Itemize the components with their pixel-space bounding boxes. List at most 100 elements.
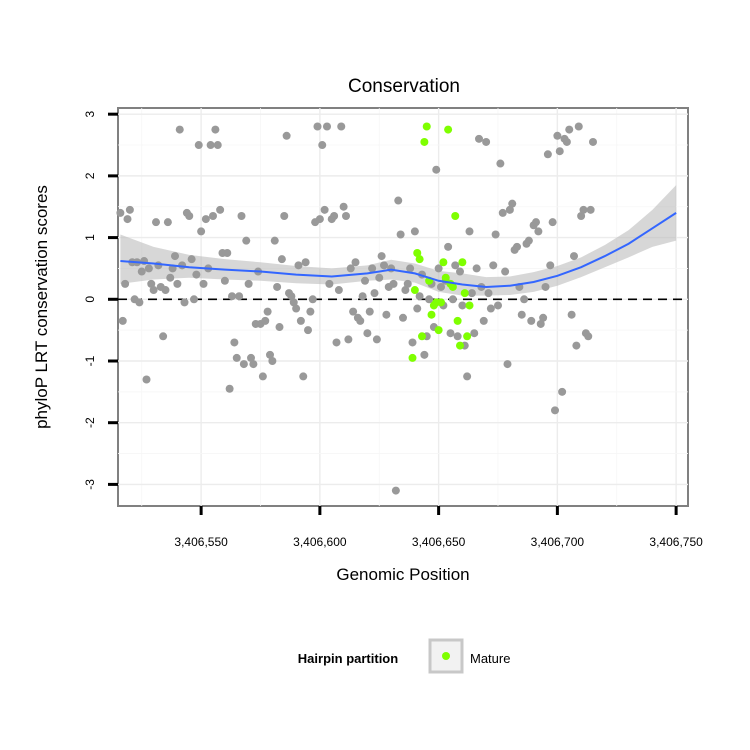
scatter-point [351, 258, 360, 267]
x-tick-label: 3,406,750 [649, 535, 703, 549]
scatter-point [330, 211, 339, 220]
scatter-point [434, 264, 443, 273]
legend-key-mature [442, 652, 450, 660]
scatter-point [334, 286, 343, 295]
scatter-point [570, 252, 578, 261]
scatter-point [116, 208, 125, 217]
scatter-point [190, 295, 198, 304]
scatter-point [391, 486, 400, 495]
scatter-point [579, 205, 588, 214]
scatter-point [361, 276, 369, 285]
scatter-point [237, 211, 246, 220]
scatter-point [425, 295, 434, 304]
scatter-point [415, 292, 424, 301]
y-tick-label: 0 [83, 296, 97, 303]
scatter-point [555, 147, 564, 156]
scatter-point-mature [456, 341, 464, 350]
scatter-point [332, 338, 341, 347]
y-tick-label: -2 [83, 417, 97, 428]
scatter-point [446, 329, 455, 338]
scatter-point [484, 289, 493, 298]
smooth-fit-path [120, 212, 677, 288]
scatter-point [548, 218, 557, 227]
scatter-point [389, 279, 398, 288]
scatter-point [147, 279, 156, 288]
scatter-point [363, 329, 372, 338]
scatter-point [301, 258, 310, 267]
scatter-point [432, 165, 441, 174]
scatter-point [339, 202, 348, 211]
scatter-point [456, 267, 464, 276]
x-tick-label: 3,406,650 [412, 535, 466, 549]
scatter-point [232, 353, 241, 362]
scatter-point [470, 329, 479, 338]
scatter-point-mature [418, 332, 426, 341]
scatter-point [448, 295, 457, 304]
scatter-point [489, 261, 498, 270]
scatter-point [408, 338, 417, 347]
scatter-point [567, 310, 576, 319]
scatter-point [325, 279, 334, 288]
scatter-point [558, 387, 567, 396]
scatter-point-mature [420, 137, 429, 146]
scatter-point [163, 218, 172, 227]
scatter-point [513, 242, 521, 251]
y-tick-label: 2 [83, 172, 97, 179]
scatter-point [220, 276, 229, 285]
x-tick-label: 3,406,600 [293, 535, 347, 549]
scatter-point [292, 304, 301, 313]
scatter-point-mature [458, 258, 467, 267]
scatter-point [161, 286, 170, 295]
scatter-point [277, 255, 286, 264]
scatter-point [387, 264, 396, 273]
scatter-point [494, 301, 502, 310]
scatter-point [344, 335, 353, 344]
scatter-point [273, 282, 282, 291]
scatter-point [323, 122, 331, 131]
scatter-point [479, 316, 488, 325]
scatter-point-mature [448, 282, 457, 291]
scatter-point [135, 298, 144, 307]
scatter-point [524, 236, 533, 245]
scatter-point [171, 252, 179, 261]
scatter-point [216, 205, 225, 214]
scatter-point [586, 205, 595, 214]
smooth-fit-line [120, 212, 677, 288]
chart-title: Conservation [348, 76, 460, 97]
scatter-point [173, 279, 182, 288]
scatter-point [532, 218, 540, 227]
x-tick-label: 3,406,700 [531, 535, 585, 549]
scatter-point-mature [415, 255, 424, 264]
scatter-point-mature [463, 332, 472, 341]
scatter-point [306, 307, 315, 316]
scatter-point [194, 141, 203, 150]
scatter-point [365, 307, 374, 316]
scatter-point [505, 205, 514, 214]
y-tick-label: -3 [83, 479, 97, 490]
x-axis: 3,406,550 3,406,600 3,406,650 3,406,700 3,40… [174, 506, 703, 549]
scatter-point [491, 230, 500, 239]
scatter-point [482, 137, 491, 146]
scatter-point [410, 227, 419, 236]
scatter-point [475, 134, 483, 143]
scatter-point [342, 211, 350, 220]
legend-label-mature: Mature [470, 651, 510, 666]
scatter-point [437, 282, 445, 291]
scatter-point [235, 292, 244, 301]
scatter-point [453, 332, 462, 341]
scatter-point [242, 236, 251, 245]
scatter-point [372, 335, 381, 344]
scatter-point [287, 292, 296, 301]
scatter-point [185, 211, 194, 220]
legend: Hairpin partition Mature [298, 638, 510, 674]
scatter-point [396, 230, 405, 239]
scatter-point-mature [460, 289, 469, 298]
scatter-point [118, 316, 127, 325]
scatter-point-mature [439, 258, 448, 267]
scatter-point [266, 350, 274, 359]
scatter-point [268, 356, 277, 365]
scatter-point [249, 360, 258, 369]
y-tick-label: -1 [83, 355, 97, 366]
scatter-point [261, 316, 270, 325]
scatter-point [577, 211, 586, 220]
